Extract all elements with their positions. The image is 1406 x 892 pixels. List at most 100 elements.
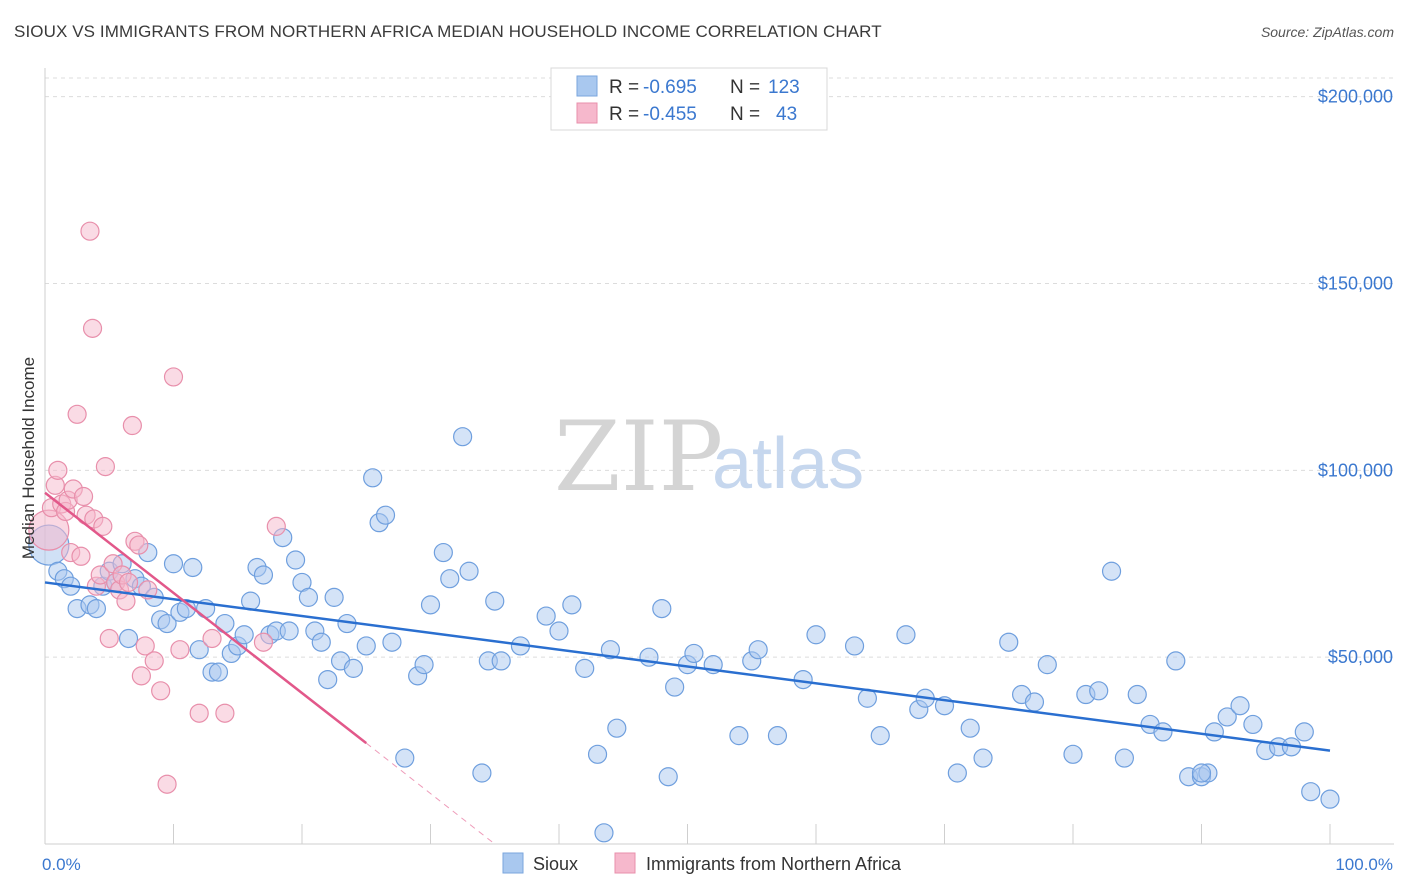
legend-r-value-sioux: -0.695	[643, 77, 697, 98]
legend-r-label-sioux: R =	[609, 77, 639, 98]
sioux-point	[356, 636, 376, 656]
watermark: ZIP atlas	[554, 401, 864, 513]
series-legend-swatch-sioux	[502, 852, 524, 874]
watermark-atlas: atlas	[712, 424, 864, 504]
sioux-point	[870, 726, 890, 746]
immigrants-point	[189, 703, 209, 723]
legend-swatch-immigrants	[576, 102, 598, 124]
sioux-point	[472, 763, 492, 783]
sioux-point	[118, 628, 139, 649]
immigrants-point	[71, 546, 91, 566]
sioux-point	[1320, 789, 1340, 809]
series-legend-swatch-immigrants	[614, 852, 636, 874]
immigrants-point	[131, 666, 151, 686]
sioux-point	[157, 613, 177, 634]
sioux-point	[234, 625, 254, 645]
immigrants-point	[215, 703, 235, 723]
sioux-point	[86, 598, 107, 619]
data-points	[28, 221, 1340, 843]
sioux-point	[1089, 681, 1109, 701]
trend-lines	[44, 491, 1331, 845]
stats-legend: R = -0.695 N = 123 R = -0.455 N = 43	[550, 67, 828, 131]
legend-n-label-sioux: N =	[730, 77, 760, 98]
sioux-point	[324, 587, 344, 607]
legend-r-label-immigrants: R =	[609, 104, 639, 125]
sioux-point	[1063, 744, 1083, 764]
immigrants-point	[99, 628, 119, 649]
y-axis-label: Median Household Income	[19, 357, 38, 559]
sioux-point	[433, 542, 453, 563]
immigrants-point	[163, 367, 184, 387]
immigrants-point	[129, 535, 149, 555]
immigrants-point	[135, 636, 155, 656]
sioux-point	[318, 669, 338, 690]
sioux-point	[1101, 561, 1122, 581]
immigrants-trend-line	[44, 491, 368, 745]
sioux-point	[729, 726, 749, 746]
sioux-point	[215, 613, 235, 634]
sioux-point	[1037, 655, 1057, 675]
immigrants-point	[253, 632, 274, 652]
immigrants-point	[118, 572, 139, 593]
immigrants-point	[48, 460, 68, 480]
sioux-point	[1217, 707, 1237, 727]
sioux-point	[658, 767, 678, 787]
sioux-point	[844, 636, 865, 656]
sioux-point	[363, 468, 383, 488]
sioux-point	[375, 505, 396, 525]
sioux-point	[1204, 722, 1224, 742]
sioux-point	[947, 763, 967, 783]
legend-swatch-sioux	[576, 75, 598, 97]
sioux-point	[311, 632, 331, 652]
sioux-point	[607, 718, 627, 738]
sioux-point	[960, 718, 980, 738]
sioux-point	[183, 557, 203, 578]
immigrants-point	[151, 681, 171, 701]
sioux-point	[189, 640, 209, 660]
series-legend-label-immigrants: Immigrants from Northern Africa	[646, 854, 902, 874]
sioux-point	[1166, 651, 1186, 671]
legend-r-value-immigrants: -0.455	[643, 104, 697, 125]
sioux-point	[1127, 684, 1147, 705]
legend-n-value-sioux: 123	[768, 77, 800, 98]
sioux-point	[440, 569, 460, 589]
x-tick-label-end: 100.0%	[1335, 855, 1393, 874]
sioux-point	[208, 662, 229, 682]
immigrants-point	[73, 486, 94, 507]
y-tick-label: $150,000	[1318, 274, 1393, 294]
y-tick-label: $50,000	[1328, 647, 1393, 667]
y-tick-label: $200,000	[1318, 87, 1393, 107]
immigrants-trend-extension	[365, 742, 496, 845]
sioux-point	[549, 621, 569, 641]
sioux-point	[1230, 696, 1250, 716]
sioux-trend-line	[44, 581, 1331, 752]
sioux-point	[594, 823, 614, 843]
sioux-point	[1243, 714, 1263, 735]
grid-lines	[45, 77, 1394, 658]
sioux-point	[806, 625, 826, 645]
x-tick-labels: 0.0% 100.0%	[42, 855, 1393, 874]
sioux-point	[279, 621, 299, 641]
sioux-point	[767, 726, 788, 746]
watermark-zip: ZIP	[554, 401, 723, 513]
immigrants-point	[170, 640, 190, 660]
sioux-point	[453, 427, 473, 447]
immigrants-point	[82, 318, 103, 338]
sioux-point	[665, 677, 685, 697]
sioux-point	[1301, 782, 1321, 802]
sioux-point	[253, 565, 274, 585]
sioux-point	[1114, 748, 1135, 768]
sioux-point	[163, 554, 184, 574]
sioux-point	[973, 748, 993, 768]
x-tick-label-start: 0.0%	[42, 855, 81, 874]
immigrants-point	[80, 221, 100, 241]
immigrants-point	[67, 404, 87, 424]
sioux-point	[491, 651, 511, 671]
sioux-point	[748, 640, 768, 660]
sioux-point	[536, 606, 556, 626]
sioux-point	[285, 550, 306, 570]
sioux-point	[382, 632, 402, 652]
immigrants-point	[157, 774, 177, 794]
sioux-point	[414, 655, 434, 675]
